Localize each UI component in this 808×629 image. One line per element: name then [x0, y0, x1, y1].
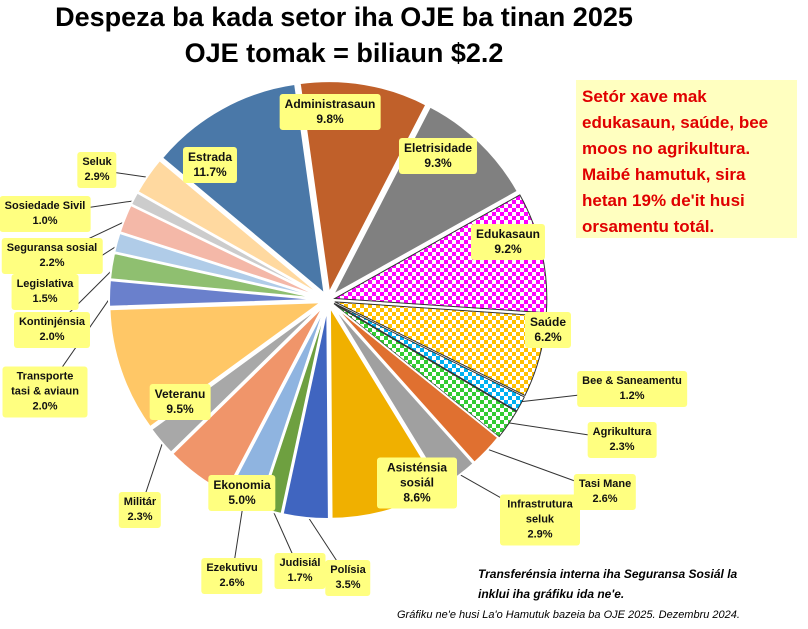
slice-label: Veteranu 9.5% [149, 384, 211, 420]
slice-label-name: Veteranu [154, 387, 206, 401]
slice-label-value: 1.0% [32, 215, 58, 227]
pie-slice-6 [332, 304, 500, 465]
slice-label-value: 3.5% [335, 579, 361, 591]
slice-label-value: 2.6% [219, 577, 245, 589]
slice-label: Seguransa sosial 2.2% [1, 238, 103, 274]
slice-label-value: 9.2% [494, 242, 522, 256]
slice-label: Agrikultura 2.3% [587, 422, 657, 458]
slice-label-name: Polísia [330, 564, 366, 576]
slice-label-value: 2.3% [127, 511, 153, 523]
slice-label: Estrada 11.7% [182, 147, 238, 183]
slice-label-value: 1.7% [287, 572, 313, 584]
footnote-line-1: Transferénsia interna iha Seguransa Sosi… [478, 567, 738, 581]
slice-label-name: Ekonomia [213, 478, 271, 492]
slice-label: Asisténsia sosiál 8.6% [377, 457, 457, 509]
pie-slice-4 [333, 302, 526, 412]
slice-label-value: 2.9% [84, 171, 110, 183]
slice-label-value: 1.5% [32, 293, 58, 305]
slice-label-name: Eletrisidade [403, 141, 473, 155]
slice-label: Seluk 2.9% [77, 152, 117, 188]
slice-label-name: Transporte tasi & aviaun [11, 370, 79, 398]
pie-slice-5 [333, 303, 518, 438]
slice-label-name: Bee & Saneamentu [582, 375, 682, 387]
slice-label-value: 2.9% [527, 528, 553, 541]
slice-label-name: Infrastrutura seluk [507, 498, 573, 526]
slice-label-value: 2.6% [592, 493, 618, 505]
slice-label: Kontinjénsia 2.0% [13, 312, 91, 348]
slice-label: Edukasaun 9.2% [470, 224, 546, 260]
slice-label: Eletrisidade 9.3% [398, 138, 478, 174]
slice-label: Infrastrutura seluk 2.9% [500, 494, 580, 546]
slice-label-name: Agrikultura [592, 426, 652, 438]
chart-title: Despeza ba kada setor iha OJE ba tinan 2… [55, 2, 633, 32]
slice-label: Ekonomia 5.0% [208, 475, 276, 511]
slice-label-value: 9.3% [424, 156, 452, 170]
slice-label-name: Kontinjénsia [18, 316, 86, 328]
slice-label: Judisiál 1.7% [274, 553, 326, 589]
slice-label-value: 9.8% [316, 112, 344, 126]
slice-label-name: Saúde [529, 315, 567, 329]
slice-label: Tasi Mane 2.6% [573, 474, 637, 510]
slice-label-value: 2.2% [39, 257, 65, 269]
slice-label: Ezekutivu 2.6% [201, 558, 263, 594]
slice-label-value: 2.0% [32, 400, 58, 413]
footnote: Transferénsia interna iha Seguransa Sosi… [478, 564, 737, 604]
slice-label-name: Judisiál [279, 557, 321, 569]
slice-label: Polísia 3.5% [325, 560, 371, 596]
slice-label-name: Seluk [82, 156, 112, 168]
slice-label-name: Ezekutivu [206, 562, 258, 574]
slice-label-name: Estrada [187, 150, 233, 164]
slice-label: Transporte tasi & aviaun 2.0% [2, 366, 88, 418]
slice-label: Administrasaun 9.8% [279, 94, 381, 130]
slice-label-name: Seguransa sosial [6, 242, 98, 254]
slice-label-value: 8.6% [403, 490, 431, 505]
slice-label: Bee & Saneamentu 1.2% [577, 371, 687, 407]
pie-slice-0 [298, 80, 428, 297]
slice-label-value: 2.3% [609, 441, 635, 453]
slice-label-value: 6.2% [534, 330, 562, 344]
slice-label-name: Legislativa [16, 278, 74, 290]
slice-label-value: 5.0% [228, 493, 256, 507]
slice-label-value: 2.0% [39, 331, 65, 343]
slice-label: Militár 2.3% [118, 492, 162, 528]
slice-label: Legislativa 1.5% [11, 274, 79, 310]
slice-label-value: 1.2% [619, 390, 645, 402]
slice-label-name: Tasi Mane [578, 478, 632, 490]
slice-label-name: Administrasaun [284, 97, 376, 111]
slice-label-name: Edukasaun [475, 227, 541, 241]
slice-label-value: 9.5% [166, 402, 194, 416]
slice-label-name: Militár [123, 496, 157, 508]
slice-label: Saúde 6.2% [524, 312, 572, 348]
pie-slice-20 [136, 158, 323, 297]
slice-label: Sosiedade Sivil 1.0% [0, 196, 91, 232]
slice-label-name: Asisténsia sosiál [386, 460, 448, 490]
key-sectors-note: Setór xave mak edukasaun, saúde, bee moo… [576, 80, 797, 238]
source-note: Gráfiku ne'e husi La'o Hamutuk bazeia ba… [397, 609, 740, 621]
footnote-line-2: inklui iha gráfiku ida ne'e. [478, 587, 625, 601]
slice-label-value: 11.7% [193, 165, 227, 179]
pie-slice-9 [281, 306, 330, 520]
chart-subtitle: OJE tomak = biliaun $2.2 [184, 38, 504, 68]
pie-slice-21 [160, 82, 326, 297]
slice-label-name: Sosiedade Sivil [4, 200, 86, 212]
